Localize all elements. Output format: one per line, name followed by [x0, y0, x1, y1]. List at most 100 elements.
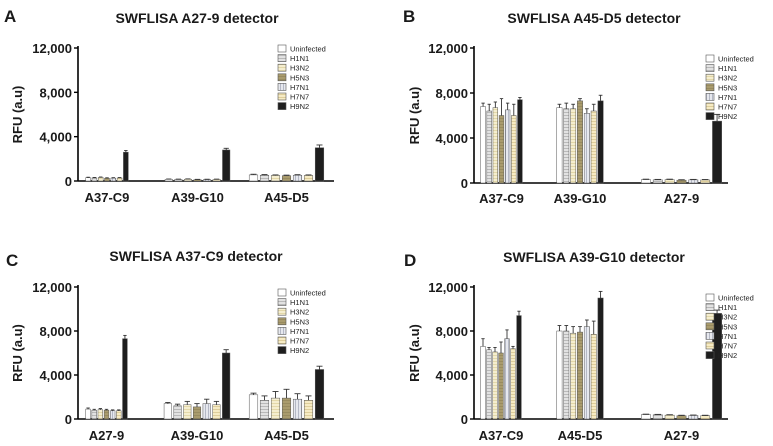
bar-group-a37-c9 — [85, 150, 129, 182]
legend-swatch-h9n2 — [277, 346, 287, 354]
legend-swatch-h7n7 — [277, 92, 287, 101]
category-label: A27-9 — [89, 428, 124, 443]
legend-swatch-h3n2 — [705, 73, 715, 82]
bar-group-a39-g10 — [556, 94, 604, 184]
bar-h7n7-a45-d5 — [303, 400, 314, 420]
legend-label: H7N1 — [718, 93, 737, 102]
y-tick-label: 12,000 — [428, 280, 468, 295]
bar-h9n2-a37-c9 — [123, 151, 129, 182]
bar-h3n2-a37-c9 — [492, 351, 498, 420]
bar-uninfected-a27-9 — [641, 414, 651, 420]
category-label: A39-G10 — [554, 191, 607, 206]
bar-h3n2-a37-c9 — [98, 177, 104, 182]
legend-swatch-h9n2 — [705, 112, 715, 120]
legend-label: H9N2 — [290, 346, 309, 355]
bar-h1n1-a39-g10 — [174, 179, 183, 182]
legend-label: H7N1 — [290, 83, 309, 92]
panel-label: B — [403, 7, 415, 26]
y-tick-label: 4,000 — [39, 368, 72, 383]
legend-swatch-h1n1 — [705, 303, 715, 311]
legend-swatch-h9n2 — [705, 351, 715, 359]
category-label: A45-D5 — [558, 428, 603, 443]
bar-h7n1-a27-9 — [688, 415, 699, 420]
bar-h7n1-a45-d5 — [583, 326, 590, 420]
legend-label: H7N7 — [290, 337, 309, 346]
bar-h7n1-a27-9 — [688, 179, 699, 184]
bar-h5n3-a37-c9 — [498, 352, 504, 420]
bar-group-a39-g10 — [164, 147, 231, 182]
legend-label: H1N1 — [290, 298, 309, 307]
panel-label: D — [404, 251, 416, 270]
bar-h7n1-a39-g10 — [583, 113, 590, 184]
y-tick-label: 0 — [461, 412, 468, 427]
legend-swatch-h5n3 — [705, 83, 715, 92]
bar-h7n1-a37-c9 — [110, 177, 116, 182]
bar-h5n3-a37-c9 — [498, 115, 505, 184]
bar-group-a39-g10 — [163, 349, 231, 420]
legend-label: H9N2 — [718, 112, 737, 121]
y-tick-label: 12,000 — [32, 280, 72, 295]
legend-label: H5N3 — [718, 322, 737, 331]
bar-group-a37-c9 — [480, 97, 523, 184]
legend-label: H5N3 — [290, 73, 309, 82]
bar-h3n2-a27-9 — [664, 414, 675, 420]
bar-h9n2-a27-9 — [122, 338, 128, 420]
legend-label: Uninfected — [718, 55, 754, 64]
legend-swatch-h3n2 — [277, 63, 287, 72]
category-label: A39-G10 — [171, 428, 224, 443]
legend-label: H9N2 — [290, 102, 309, 111]
y-tick-label: 8,000 — [39, 324, 72, 339]
bar-h7n7-a45-d5 — [590, 334, 597, 420]
bar-h7n1-a27-9 — [109, 410, 116, 420]
panel-label: C — [6, 251, 18, 270]
bar-h7n1-a39-g10 — [203, 179, 212, 182]
y-tick-label: 8,000 — [39, 85, 72, 100]
y-tick-label: 4,000 — [435, 368, 468, 383]
bar-h7n1-a45-d5 — [292, 398, 303, 420]
bar-h3n2-a45-d5 — [270, 175, 281, 182]
bar-h7n7-a39-g10 — [212, 404, 221, 420]
bar-h7n1-a37-c9 — [504, 338, 510, 420]
bar-h1n1-a27-9 — [652, 179, 663, 184]
legend-swatch-h5n3 — [277, 73, 287, 82]
chart-panel-c: C SWFLISA A37-C9 detector RFU (a.u) 0 4,000 8… — [6, 248, 334, 443]
bar-uninfected-a45-d5 — [556, 330, 563, 420]
bar-h3n2-a39-g10 — [570, 108, 577, 184]
legend-swatch-h7n7 — [277, 336, 287, 345]
legend-label: H3N2 — [718, 313, 737, 322]
legend-label: H7N7 — [290, 93, 309, 102]
legend-swatch-h9n2 — [277, 102, 287, 110]
bar-h1n1-a39-g10 — [173, 405, 182, 420]
legend-label: H5N3 — [290, 317, 309, 326]
y-tick-label: 4,000 — [39, 130, 72, 145]
bar-h5n3-a45-d5 — [577, 331, 583, 420]
legend-swatch-uninfected — [277, 44, 287, 53]
bar-group-a45-d5 — [556, 290, 604, 420]
legend-label: H7N1 — [718, 332, 737, 341]
bar-h9n2-a39-g10 — [222, 352, 231, 420]
bar-h7n7-a37-c9 — [510, 348, 516, 420]
bar-h1n1-a39-g10 — [563, 108, 570, 184]
bar-h5n3-a45-d5 — [281, 175, 292, 182]
bar-h7n7-a37-c9 — [511, 115, 517, 184]
bar-h3n2-a45-d5 — [270, 397, 281, 420]
bar-h1n1-a27-9 — [652, 414, 663, 420]
y-tick-label: 0 — [65, 412, 72, 427]
y-tick-label: 12,000 — [428, 41, 468, 56]
y-tick-label: 0 — [461, 176, 468, 191]
legend-swatch-uninfected — [705, 54, 715, 63]
legend-label: H3N2 — [290, 308, 309, 317]
bar-uninfected-a27-9 — [641, 179, 651, 184]
bar-h5n3-a27-9 — [676, 179, 687, 184]
bar-h3n2-a27-9 — [664, 179, 675, 184]
bar-group-a27-9 — [641, 309, 722, 420]
bar-h9n2-a37-c9 — [516, 315, 522, 420]
bar-h9n2-a45-d5 — [314, 147, 325, 182]
legend-swatch-h1n1 — [277, 298, 287, 306]
bar-h9n2-a39-g10 — [222, 149, 231, 182]
bar-h1n1-a45-d5 — [259, 174, 270, 182]
bar-group-a45-d5 — [248, 365, 325, 420]
y-tick-label: 4,000 — [435, 131, 468, 146]
